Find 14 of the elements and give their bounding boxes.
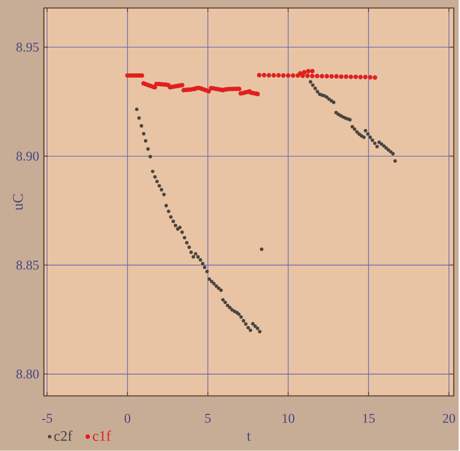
legend-label: c2f (54, 430, 72, 442)
y-tick-label: 8.80 (16, 370, 39, 379)
y-tick-label: 8.85 (16, 260, 39, 270)
y-axis-title: uC (12, 194, 23, 210)
x-tick-label: 20 (442, 414, 456, 423)
x-tick-label: -5 (42, 414, 52, 423)
y-tick-label: 8.95 (16, 42, 39, 52)
x-tick-label: 10 (282, 414, 294, 423)
x-tick-label: 0 (124, 414, 130, 423)
x-tick-label: 15 (363, 414, 375, 423)
x-axis-title: t (246, 432, 251, 441)
y-tick-label: 8.90 (16, 152, 39, 161)
x-tick-label: 5 (205, 414, 211, 423)
legend-label: c1f (92, 430, 112, 442)
